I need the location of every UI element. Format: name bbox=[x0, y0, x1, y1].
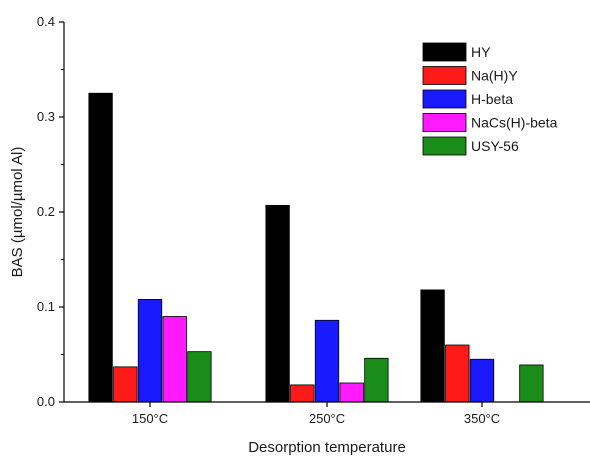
y-tick-label: 0.1 bbox=[37, 299, 55, 314]
y-tick-label: 0.2 bbox=[37, 204, 55, 219]
bar-h-beta-2 bbox=[470, 359, 494, 402]
bar-usy-56-0 bbox=[188, 352, 212, 402]
legend-swatch bbox=[423, 90, 466, 108]
legend-label: USY-56 bbox=[471, 138, 519, 154]
legend-label: HY bbox=[471, 44, 491, 60]
y-tick-label: 0.4 bbox=[37, 14, 55, 29]
legend-swatch bbox=[423, 67, 466, 85]
bar-usy-56-1 bbox=[365, 358, 389, 402]
y-tick-label: 0.0 bbox=[37, 394, 55, 409]
x-tick-label: 150°C bbox=[132, 411, 168, 426]
y-axis-label: BAS (µmol/µmol Al) bbox=[9, 147, 26, 278]
bar-hy-2 bbox=[421, 290, 445, 402]
bar-nacs-h-beta-0 bbox=[163, 317, 187, 403]
legend-label: H-beta bbox=[471, 91, 513, 107]
bar-nacs-h-beta-1 bbox=[340, 383, 364, 402]
legend: HY Na(H)Y H-beta NaCs(H)-beta USY-56 bbox=[423, 43, 558, 155]
bar-na-h-y-1 bbox=[291, 385, 315, 402]
bar-hy-1 bbox=[266, 205, 290, 402]
bar-na-h-y-0 bbox=[114, 367, 138, 402]
y-tick-label: 0.3 bbox=[37, 109, 55, 124]
legend-swatch bbox=[423, 43, 466, 61]
legend-label: NaCs(H)-beta bbox=[471, 115, 558, 131]
bar-hy-0 bbox=[89, 93, 113, 402]
x-tick-label: 350°C bbox=[464, 411, 500, 426]
bar-h-beta-1 bbox=[315, 320, 339, 402]
legend-swatch bbox=[423, 114, 466, 132]
legend-label: Na(H)Y bbox=[471, 68, 518, 84]
bar-usy-56-2 bbox=[520, 365, 544, 402]
x-axis-label: Desorption temperature bbox=[248, 439, 406, 456]
bar-na-h-y-2 bbox=[446, 345, 470, 402]
legend-swatch bbox=[423, 137, 466, 155]
bar-h-beta-0 bbox=[138, 299, 162, 402]
x-tick-label: 250°C bbox=[309, 411, 345, 426]
